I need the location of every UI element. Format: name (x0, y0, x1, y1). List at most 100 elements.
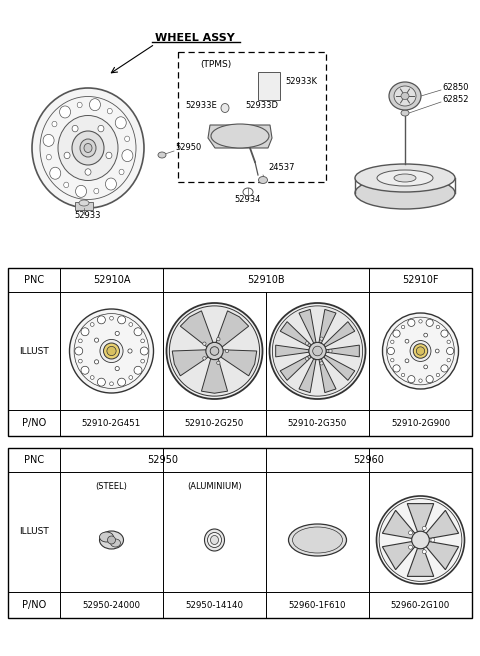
Ellipse shape (90, 323, 94, 327)
Ellipse shape (106, 152, 112, 159)
Polygon shape (280, 321, 312, 347)
Ellipse shape (207, 533, 221, 548)
Ellipse shape (204, 529, 225, 551)
Text: 52910-2G451: 52910-2G451 (82, 419, 141, 428)
Ellipse shape (408, 545, 412, 549)
Ellipse shape (99, 532, 113, 542)
Text: 52910-2G350: 52910-2G350 (288, 419, 347, 428)
Ellipse shape (79, 200, 89, 206)
Bar (178, 52, 326, 182)
Polygon shape (221, 350, 257, 376)
Text: ILLUST: ILLUST (19, 527, 49, 537)
Ellipse shape (422, 550, 426, 554)
Ellipse shape (129, 376, 132, 379)
Ellipse shape (70, 309, 154, 393)
Ellipse shape (424, 365, 428, 369)
Ellipse shape (110, 539, 120, 547)
Ellipse shape (104, 343, 120, 359)
Ellipse shape (78, 339, 82, 343)
Text: WHEEL ASSY: WHEEL ASSY (155, 33, 235, 43)
Ellipse shape (60, 106, 71, 118)
Ellipse shape (272, 306, 362, 396)
Ellipse shape (119, 169, 124, 174)
Ellipse shape (100, 339, 123, 363)
Ellipse shape (81, 328, 89, 336)
Ellipse shape (106, 178, 117, 190)
Polygon shape (319, 359, 336, 392)
Ellipse shape (47, 154, 51, 160)
Ellipse shape (320, 337, 323, 340)
Ellipse shape (446, 348, 454, 355)
Ellipse shape (305, 357, 309, 360)
Ellipse shape (211, 124, 269, 148)
Ellipse shape (97, 316, 106, 324)
Ellipse shape (97, 378, 106, 386)
Polygon shape (172, 350, 208, 376)
Ellipse shape (84, 144, 92, 152)
Polygon shape (407, 504, 434, 532)
Ellipse shape (259, 176, 267, 184)
Ellipse shape (32, 88, 144, 208)
Ellipse shape (393, 365, 400, 372)
Ellipse shape (98, 125, 104, 132)
Ellipse shape (134, 366, 142, 374)
Ellipse shape (436, 373, 440, 377)
Text: ILLUST: ILLUST (19, 346, 49, 356)
Ellipse shape (401, 110, 409, 116)
Text: P/NO: P/NO (22, 418, 46, 428)
Text: 52933E: 52933E (185, 100, 217, 110)
Ellipse shape (78, 359, 82, 363)
Ellipse shape (94, 188, 99, 194)
Text: KIA: KIA (309, 535, 326, 545)
Ellipse shape (447, 340, 450, 344)
Ellipse shape (95, 359, 99, 364)
Ellipse shape (426, 376, 433, 383)
Ellipse shape (441, 365, 448, 372)
Text: 62850: 62850 (442, 83, 468, 91)
Polygon shape (276, 345, 309, 357)
Ellipse shape (426, 319, 433, 327)
Text: 52960-2G100: 52960-2G100 (391, 600, 450, 609)
Ellipse shape (312, 346, 322, 356)
Ellipse shape (447, 358, 450, 362)
Ellipse shape (305, 342, 309, 345)
Ellipse shape (64, 182, 69, 188)
Text: 52950: 52950 (175, 144, 201, 152)
Ellipse shape (393, 330, 400, 337)
Ellipse shape (72, 125, 78, 132)
Ellipse shape (419, 319, 422, 323)
Ellipse shape (95, 338, 99, 342)
Ellipse shape (118, 378, 126, 386)
Ellipse shape (408, 531, 412, 535)
Ellipse shape (43, 134, 54, 146)
Text: 52910-2G900: 52910-2G900 (391, 419, 450, 428)
Text: 52933: 52933 (75, 211, 101, 220)
Ellipse shape (410, 340, 431, 361)
Ellipse shape (216, 361, 220, 365)
Text: 52910A: 52910A (93, 275, 130, 285)
Ellipse shape (379, 499, 462, 581)
Ellipse shape (225, 349, 228, 353)
Ellipse shape (376, 496, 465, 584)
Ellipse shape (422, 526, 426, 530)
Ellipse shape (355, 177, 455, 209)
Ellipse shape (377, 170, 433, 186)
Ellipse shape (64, 152, 70, 159)
Text: 52950: 52950 (147, 455, 179, 465)
Ellipse shape (210, 346, 219, 356)
Ellipse shape (320, 361, 323, 365)
Text: KIA: KIA (414, 535, 427, 544)
Ellipse shape (134, 328, 142, 336)
Ellipse shape (394, 174, 416, 182)
Text: (ALUMINIUM): (ALUMINIUM) (187, 482, 242, 491)
Ellipse shape (394, 86, 416, 106)
Text: (TPMS): (TPMS) (200, 60, 232, 68)
Ellipse shape (441, 330, 448, 337)
Ellipse shape (436, 325, 440, 329)
Ellipse shape (80, 139, 96, 157)
Ellipse shape (383, 313, 458, 389)
Polygon shape (180, 311, 213, 347)
Ellipse shape (416, 347, 425, 355)
Ellipse shape (309, 342, 326, 359)
Polygon shape (407, 548, 434, 577)
